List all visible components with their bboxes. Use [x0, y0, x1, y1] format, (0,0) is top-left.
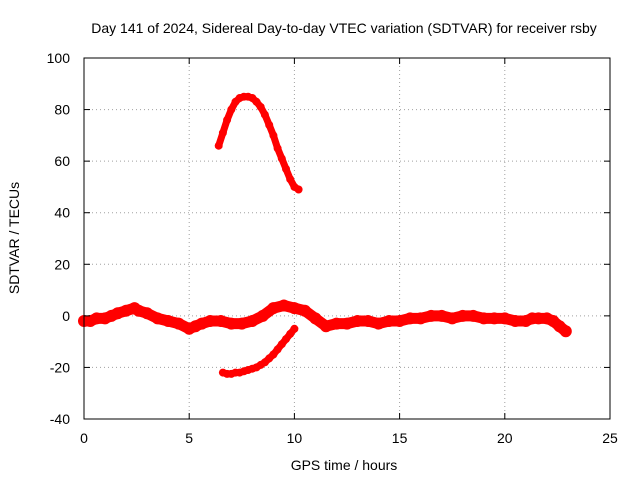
x-tick-label: 20: [497, 430, 513, 446]
series-lower-arc-point: [290, 324, 299, 333]
y-tick-label: -20: [50, 359, 70, 375]
series-main-trace-point: [90, 312, 103, 325]
grid-lines: [84, 58, 610, 419]
series-main-trace-point: [330, 317, 343, 330]
series-upper-arc-point: [282, 164, 290, 173]
series-main-trace-point: [320, 320, 332, 333]
x-tick-label: 10: [287, 430, 303, 446]
chart-title: Day 141 of 2024, Sidereal Day-to-day VTE…: [91, 20, 597, 36]
series-main-trace-point: [435, 309, 448, 322]
series-main-trace-point: [172, 317, 185, 330]
series-main-trace-point: [425, 309, 438, 322]
series-main-trace-point: [351, 315, 364, 327]
series-main-trace-point: [559, 325, 572, 338]
y-tick-label: 60: [54, 153, 70, 169]
series-main-trace-point: [414, 312, 427, 325]
x-tick-labels: 0 5 10 15 20 25: [80, 430, 618, 446]
series-main-trace-point: [456, 309, 469, 322]
x-tick-label: 5: [185, 430, 193, 446]
series-main-trace-point: [225, 317, 238, 330]
series-main-trace-point: [235, 317, 248, 330]
series-main-trace-point: [383, 315, 396, 327]
y-tick-label: 100: [47, 50, 71, 66]
series-main-trace-point: [277, 299, 290, 312]
data-series: [78, 92, 572, 378]
series-main-trace-point: [404, 312, 417, 325]
series-main-trace-point: [246, 315, 259, 327]
axis-ticks: [83, 57, 611, 420]
y-tick-label: 80: [54, 102, 70, 118]
series-upper-arc-point: [265, 121, 274, 129]
series-main-trace-point: [256, 309, 269, 322]
series-main-trace-point: [162, 315, 175, 327]
y-tick-labels: -40 -20 0 20 40 60 80 100: [47, 50, 71, 427]
series-main-trace-point: [477, 312, 490, 325]
series-upper-arc-point: [214, 141, 223, 150]
series-main-trace-point: [372, 317, 385, 330]
series-upper-arc-point: [277, 154, 286, 163]
series-main-trace-point: [309, 312, 322, 325]
series-main-trace-point: [204, 315, 217, 327]
series-upper-arc-point: [269, 131, 278, 140]
series-upper-arc-point: [218, 128, 227, 137]
series-main-trace-point: [141, 307, 154, 320]
plot-frame: [83, 57, 611, 420]
y-tick-label: -40: [50, 411, 70, 427]
series-main-trace-point: [532, 312, 545, 325]
series-main-trace-point: [341, 317, 353, 330]
x-axis-label: GPS time / hours: [291, 457, 398, 473]
series-upper-arc-point: [227, 105, 236, 114]
series-upper-arc-point: [294, 185, 303, 194]
y-tick-label: 40: [54, 205, 70, 221]
series-upper-arc-point: [256, 103, 265, 111]
series-main-trace-point: [393, 315, 406, 327]
series-main-trace-point: [267, 302, 280, 315]
series-main-trace-point: [509, 315, 522, 327]
x-tick-label: 0: [80, 430, 88, 446]
x-tick-label: 25: [602, 430, 618, 446]
y-tick-label: 0: [62, 308, 70, 324]
series-main-trace-point: [151, 312, 164, 325]
series-main-trace-point: [298, 304, 311, 317]
x-tick-label: 15: [392, 430, 408, 446]
series-main-trace-point: [488, 312, 501, 325]
series-main-trace-point: [467, 309, 480, 322]
series-main-trace-point: [446, 312, 459, 325]
y-tick-label: 20: [54, 256, 70, 272]
series-main-trace-point: [362, 315, 374, 327]
series-main-trace-point: [214, 315, 227, 327]
series-upper-arc-point: [223, 115, 232, 124]
series-upper-arc-point: [286, 175, 295, 184]
series-upper-arc-point: [260, 110, 269, 119]
series-main-trace-point: [498, 312, 511, 325]
series-upper-arc-point: [273, 144, 282, 153]
y-axis-label: SDTVAR / TECUs: [6, 182, 22, 294]
series-main-trace-point: [288, 302, 301, 315]
